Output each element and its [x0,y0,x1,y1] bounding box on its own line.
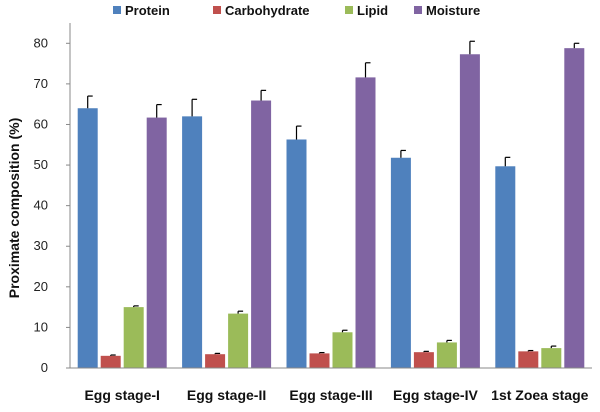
x-category-label: Egg stage-II [187,387,266,403]
y-tick-label: 50 [34,157,48,172]
bar-carbohydrate-3 [309,353,330,368]
bar-protein-5 [495,166,516,368]
bar-protein-1 [77,108,98,368]
legend-label-protein: Protein [125,3,170,18]
x-category-label: Egg stage-IV [393,387,478,403]
y-tick-label: 30 [34,238,48,253]
bar-lipid-5 [541,348,562,368]
bar-moisture-3 [355,77,376,368]
legend-swatch-protein [113,6,121,14]
bar-lipid-2 [228,313,249,368]
bar-moisture-1 [146,117,167,368]
legend-swatch-moisture [414,6,422,14]
bar-carbohydrate-4 [413,352,434,368]
legend-label-carbohydrate: Carbohydrate [225,3,310,18]
bar-protein-2 [182,116,203,369]
legend-label-moisture: Moisture [426,3,480,18]
x-category-label: 1st Zoea stage [491,387,588,403]
bar-moisture-2 [251,100,272,368]
legend-label-lipid: Lipid [357,3,388,18]
bar-protein-3 [286,139,307,368]
bar-carbohydrate-5 [518,351,539,368]
bar-lipid-4 [436,342,457,368]
error-bars [87,40,580,356]
y-axis-title: Proximate composition (%) [6,118,22,298]
bars [77,48,585,369]
y-axis-ticks: 0 10 20 30 40 50 60 70 80 [34,35,70,375]
y-tick-label: 40 [34,198,48,213]
x-category-label: Egg stage-I [84,387,159,403]
bar-protein-4 [390,157,411,368]
bar-lipid-1 [123,307,144,368]
y-tick-label: 10 [34,319,48,334]
bar-moisture-5 [564,48,585,369]
legend: Protein Carbohydrate Lipid Moisture [113,3,480,18]
bar-carbohydrate-2 [205,354,226,368]
bar-moisture-4 [459,54,480,369]
bar-carbohydrate-1 [100,355,121,368]
y-tick-label: 0 [41,360,48,375]
y-tick-label: 80 [34,35,48,50]
legend-swatch-carbohydrate [213,6,221,14]
x-category-label: Egg stage-III [289,387,372,403]
bar-lipid-3 [332,332,353,368]
x-axis-labels: Egg stage-I Egg stage-II Egg stage-III Egg … [84,387,588,403]
legend-swatch-lipid [345,6,353,14]
y-tick-label: 70 [34,76,48,91]
y-tick-label: 60 [34,116,48,131]
y-tick-label: 20 [34,279,48,294]
